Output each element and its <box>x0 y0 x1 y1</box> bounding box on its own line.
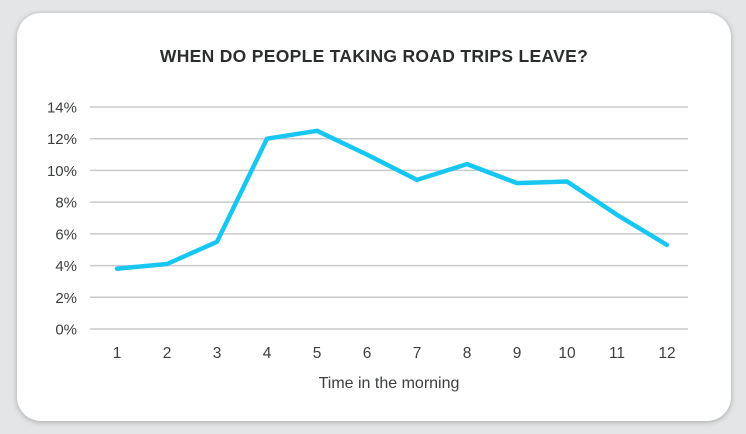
x-tick-label: 5 <box>313 345 322 362</box>
chart-title: WHEN DO PEOPLE TAKING ROAD TRIPS LEAVE? <box>159 46 589 66</box>
x-tick-label: 4 <box>263 345 272 362</box>
y-tick-label: 14% <box>47 100 77 117</box>
chart-card <box>17 13 731 421</box>
x-tick-label: 2 <box>163 345 172 362</box>
x-tick-label: 9 <box>513 345 522 362</box>
y-tick-label: 12% <box>47 131 77 148</box>
y-tick-label: 4% <box>55 258 77 275</box>
y-tick-label: 8% <box>55 195 77 212</box>
x-tick-label: 8 <box>463 345 472 362</box>
x-tick-label: 1 <box>113 345 122 362</box>
x-axis-title: Time in the morning <box>318 375 460 392</box>
y-tick-label: 2% <box>55 290 77 307</box>
x-tick-label: 11 <box>609 345 625 362</box>
y-tick-label: 10% <box>47 163 77 180</box>
data-line <box>114 128 670 271</box>
x-tick-label: 12 <box>658 345 675 362</box>
x-tick-label: 7 <box>413 345 422 362</box>
x-tick-label: 6 <box>363 345 372 362</box>
y-tick-label: 6% <box>55 226 77 243</box>
y-tick-label: 0% <box>55 322 77 339</box>
x-tick-label: 10 <box>558 345 576 362</box>
x-tick-label: 3 <box>213 345 222 362</box>
